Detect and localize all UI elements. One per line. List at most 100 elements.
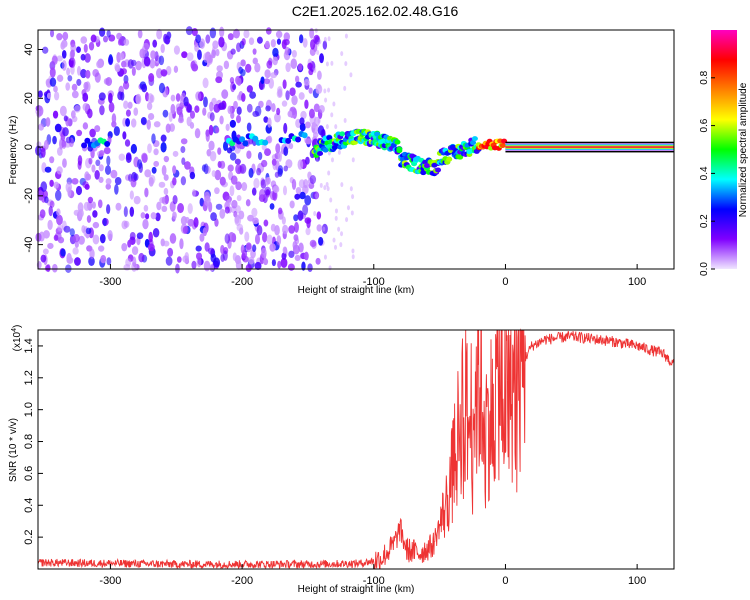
spectrogram-point-145: [211, 170, 216, 178]
snr-frame: [37, 329, 675, 570]
spectrogram-point-917: [325, 182, 329, 188]
snr-multiplier-label: (x104): [11, 325, 23, 352]
spectrogram-point-327: [35, 232, 42, 242]
spectrogram-point-933: [323, 254, 327, 260]
spectrogram-point-501: [215, 126, 220, 134]
spectrogram-point-491: [231, 199, 238, 209]
spectrogram-point-561: [72, 234, 80, 243]
spectrogram-point-620: [123, 100, 129, 110]
spectrogram-point-74: [118, 153, 126, 161]
spectrogram-point-741: [116, 32, 123, 40]
spectrogram-point-871: [311, 121, 317, 129]
spectrogram-point-68: [121, 242, 128, 252]
spectrogram-point-697: [85, 173, 92, 181]
spectrogram-point-265: [241, 38, 246, 46]
spectrogram-point-420: [300, 110, 307, 120]
spectrogram-point-680: [263, 258, 269, 266]
spectrogram-point-877: [219, 208, 226, 219]
spectrogram-point-44: [105, 183, 111, 190]
spectrogram-point-569: [62, 31, 69, 41]
spectrogram-point-408: [259, 188, 266, 200]
spectrogram-point-611: [99, 105, 105, 116]
spectrogram-point-203: [165, 256, 173, 266]
colorbar-tick-label-4: 0.8: [699, 70, 710, 84]
spectrogram-point-886: [318, 236, 324, 246]
spectrogram-point-353: [218, 36, 225, 48]
spectrogram-point-313: [191, 260, 197, 270]
spectrogram-point-56: [69, 228, 75, 237]
spectrogram-point-562: [293, 234, 299, 242]
spectrogram-point-687: [281, 100, 288, 107]
spectrogram-point-967: [104, 141, 111, 148]
spectrogram-point-913: [349, 186, 353, 192]
spectrogram-point-709: [235, 205, 241, 214]
spectrogram-point-465: [227, 33, 234, 41]
spectrogram-point-827: [39, 209, 46, 219]
spectrogram-point-737: [65, 82, 71, 91]
spectrogram-point-264: [254, 261, 262, 271]
spectrogram-point-638: [56, 166, 63, 175]
spectrogram-point-413: [294, 221, 299, 233]
spectrogram-point-335: [65, 136, 72, 144]
spectrogram-point-342: [254, 62, 261, 73]
spectrogram-point-372: [295, 187, 302, 195]
spectrogram-point-919: [351, 248, 355, 254]
spectrogram-point-1248: [470, 140, 477, 146]
spectrogram-point-330: [272, 56, 278, 66]
spectrogram-point-201: [270, 38, 276, 48]
spectrogram-point-738: [106, 29, 111, 38]
spectrogram-point-565: [277, 207, 283, 215]
spectrogram-point-900: [346, 205, 350, 211]
spectrogram-point-585: [299, 122, 306, 132]
spectrogram-point-910: [345, 217, 349, 223]
spectrogram-point-852: [77, 155, 83, 166]
spectrogram-point-87: [217, 147, 222, 155]
spectrogram-point-188: [229, 185, 235, 197]
spectrogram-point-386: [56, 74, 64, 82]
spectrogram-point-869: [220, 244, 225, 255]
spectrogram-point-883: [81, 225, 86, 234]
spectrogram-point-901: [339, 242, 343, 248]
spectrogram-point-766: [304, 217, 312, 224]
spectrogram-point-686: [125, 109, 131, 117]
colorbar-tick-label-3: 0.6: [699, 118, 710, 132]
spectrogram-point-845: [38, 123, 45, 131]
spec-y-tick-label-4: 40: [23, 43, 35, 55]
spectrogram-point-75: [76, 65, 81, 76]
spectrogram-point-278: [158, 181, 166, 188]
spectrogram-point-567: [241, 93, 246, 102]
spectrogram-point-670: [151, 166, 157, 174]
spectrogram-point-409: [209, 150, 217, 162]
spectrogram-point-348: [146, 102, 153, 111]
spectrogram-point-516: [181, 51, 188, 59]
spectrogram-point-820: [86, 215, 92, 223]
spectrogram-point-513: [245, 199, 251, 207]
spectrogram-point-878: [135, 93, 142, 105]
spectrogram-point-33: [235, 115, 242, 124]
spectrogram-point-810: [212, 40, 219, 50]
spectrogram-point-618: [92, 221, 100, 229]
spectrogram-point-824: [144, 187, 149, 198]
spectrogram-point-358: [283, 165, 289, 172]
spectrogram-point-412: [146, 119, 151, 130]
snr-y-label: SNR (10 * v/v): [8, 418, 19, 482]
spectrogram-point-95: [161, 165, 167, 176]
spectrogram-point-549: [229, 152, 237, 161]
spectrogram-point-691: [193, 217, 199, 228]
spectrogram-point-688: [102, 217, 107, 227]
spectrogram-point-767: [256, 224, 263, 236]
spectrogram-point-493: [269, 243, 276, 252]
snr-y-tick-label-4: 1.0: [23, 402, 35, 417]
spectrogram-point-758: [60, 248, 66, 257]
spectrogram-point-391: [103, 35, 109, 43]
spectrogram-point-219: [123, 38, 130, 46]
snr-y-tick-label-5: 1.2: [23, 370, 35, 385]
spectrogram-point-384: [240, 59, 246, 67]
spec-x-tick-label-1: -200: [231, 276, 253, 288]
spectrogram-point-3: [285, 62, 291, 73]
spectrogram-point-470: [263, 78, 270, 85]
spectrogram-point-512: [63, 225, 71, 233]
spectrogram-point-959: [344, 61, 348, 67]
spectrogram-point-593: [70, 49, 75, 59]
spectrogram-point-908: [319, 182, 323, 188]
